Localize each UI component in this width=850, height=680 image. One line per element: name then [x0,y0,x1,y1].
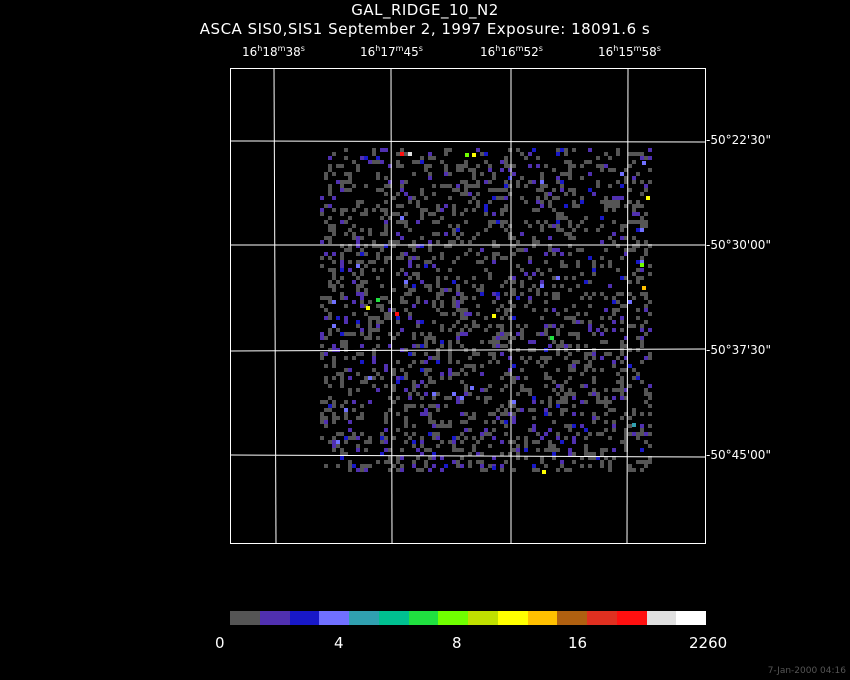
dec-label-4: -50°45'00" [706,448,771,462]
colorbar-swatch [408,611,439,625]
timestamp: 7-Jan-2000 04:16 [767,666,846,676]
xray-image-plot [230,68,706,544]
colorbar-tick-0: 0 [215,634,225,652]
dec-label-1: -50°22'30" [706,133,771,147]
colorbar-swatch [319,611,349,625]
colorbar-swatch [616,611,647,625]
colorbar-swatch [587,611,617,625]
colorbar-swatch [230,611,260,625]
xray-image-pixels [320,148,652,474]
colorbar-swatch [438,611,468,625]
colorbar-swatch [349,611,379,625]
ra-label-3: 16h16m52s [480,44,543,59]
colorbar-swatch [557,611,587,625]
ra-label-1: 16h18m38s [242,44,305,59]
colorbar-swatch [527,611,558,625]
colorbar-swatch [497,611,528,625]
colorbar-swatch [646,611,677,625]
image-title: GAL_RIDGE_10_N2 [351,1,499,19]
coordinate-grid [230,68,706,544]
colorbar-swatch [289,611,320,625]
colorbar-tick-max: 2260 [689,634,728,652]
colorbar-swatch [468,611,498,625]
dec-label-3: -50°37'30" [706,343,771,357]
colorbar-swatch [259,611,290,625]
ra-label-2: 16h17m45s [360,44,423,59]
colorbar-tick-16: 16 [568,634,588,652]
ra-label-4: 16h15m58s [598,44,661,59]
colorbar-swatch [378,611,409,625]
dec-label-2: -50°30'00" [706,238,771,252]
colorbar-tick-8: 8 [452,634,462,652]
colorbar-swatch [676,611,706,625]
colorbar [230,611,706,625]
colorbar-tick-4: 4 [334,634,344,652]
image-subtitle: ASCA SIS0,SIS1 September 2, 1997 Exposur… [199,20,651,38]
